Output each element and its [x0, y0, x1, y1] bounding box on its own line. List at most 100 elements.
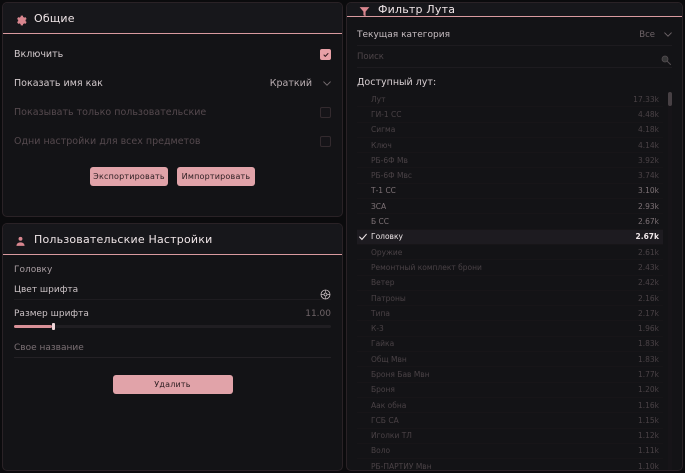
loot-list-item[interactable]: Типа 2.17k [357, 306, 663, 322]
same-settings-label: Одни настройки для всех предметов [14, 136, 201, 147]
only-custom-row[interactable]: Показывать только пользовательские [14, 102, 331, 123]
loot-list-item[interactable]: Лут 17.33k [357, 92, 663, 108]
loot-list-item[interactable]: Оружие 2.61k [357, 245, 663, 261]
loot-list-item[interactable]: ЗСА 2.93k [357, 199, 663, 215]
loot-list-item[interactable]: Ветер 2.42k [357, 276, 663, 291]
font-color-row[interactable]: Цвет шрифта [14, 281, 331, 300]
delete-button[interactable]: Удалить [112, 375, 233, 394]
loot-list-scrollbar[interactable] [668, 92, 672, 470]
same-settings-row[interactable]: Одни настройки для всех предметов [14, 131, 331, 152]
loot-item-value: 2.16k [637, 293, 659, 303]
custom-name-input[interactable]: Свое название [14, 339, 331, 358]
loot-filter-panel-header: Фильтр Лута [347, 3, 682, 17]
show-name-value: Краткий [269, 78, 312, 89]
loot-list-item[interactable]: ГИ-1 СС 4.48k [357, 107, 663, 123]
loot-item-value: 1.83k [637, 354, 659, 364]
loot-list-item[interactable]: ГСБ СА 1.15k [357, 413, 663, 429]
loot-item-name-wrap: Лут [359, 95, 633, 104]
loot-item-name-wrap: Ветер [359, 278, 638, 287]
loot-filter-panel-body: Текущая категория Все Поиск Доступный лу… [347, 17, 682, 471]
import-button[interactable]: Импортировать [177, 167, 255, 186]
loot-item-name-wrap: ЗСА [359, 202, 638, 211]
show-name-row[interactable]: Показать имя как Краткий [14, 73, 331, 94]
loot-item-value: 2.61k [637, 247, 659, 257]
loot-item-value: 2.67k [637, 217, 659, 227]
enable-row[interactable]: Включить [14, 44, 331, 65]
loot-item-name: ГСБ СА [371, 415, 399, 425]
font-size-row: Размер шрифта 11.00 [14, 304, 331, 323]
loot-item-value: 1.77k [637, 369, 659, 379]
font-size-slider[interactable] [14, 323, 331, 330]
loot-list-item[interactable]: Воло 1.11k [357, 444, 663, 460]
loot-list-item[interactable]: Головку 2.67k [357, 229, 663, 245]
category-row[interactable]: Текущая категория Все [357, 24, 672, 46]
loot-list-item[interactable]: РБ-6Ф Мв 3.92k [357, 153, 663, 169]
loot-list-item[interactable]: Б СС 2.67k [357, 214, 663, 230]
only-custom-checkbox[interactable] [320, 107, 331, 118]
loot-item-value: 17.33k [633, 94, 659, 104]
loot-item-value: 4.14k [637, 140, 659, 150]
loot-item-name: Броня [371, 385, 395, 395]
loot-list-item[interactable]: Общ Мвн 1.83k [357, 352, 663, 368]
loot-item-name: Т-1 СС [371, 186, 396, 196]
chevron-down-icon [664, 32, 672, 37]
loot-list-item[interactable]: Т-1 СС 3.10k [357, 184, 663, 200]
loot-item-name-wrap: Общ Мвн [359, 355, 638, 364]
loot-item-value: 4.18k [637, 125, 659, 135]
font-size-slider-fill [14, 325, 53, 328]
show-name-select[interactable]: Краткий [270, 78, 331, 89]
loot-list-item[interactable]: Броня Бав Мвн 1.77k [357, 367, 663, 383]
loot-list-item[interactable]: Сигма 4.18k [357, 123, 663, 138]
loot-list-item[interactable]: Ремонтный комплект брони 2.43k [357, 260, 663, 276]
loot-item-name-wrap: РБ-6Ф Мв [359, 156, 638, 165]
search-icon[interactable] [660, 51, 672, 65]
loot-item-name-wrap: Ключ [359, 141, 638, 150]
category-select[interactable]: Все [639, 30, 672, 40]
loot-list-item[interactable]: Патроны 2.16k [357, 291, 663, 307]
loot-list-item[interactable]: Броня 1.20k [357, 383, 663, 398]
enable-label: Включить [14, 49, 64, 60]
loot-item-name-wrap: Броня Бав Мвн [359, 370, 638, 379]
user-settings-panel-title: Пользовательские Настройки [34, 232, 213, 246]
general-panel-body: Включить Показать имя как Краткий Показы… [3, 34, 342, 216]
category-label: Текущая категория [357, 29, 451, 40]
export-button[interactable]: Экспортировать [90, 167, 168, 186]
loot-list-item[interactable]: Аак обна 1.16k [357, 398, 663, 414]
loot-item-name-wrap: Типа [359, 309, 638, 318]
loot-item-name: Аак обна [371, 400, 407, 410]
loot-list-item[interactable]: К-3 1.96k [357, 321, 663, 337]
search-input[interactable]: Поиск [357, 51, 384, 62]
delete-button-row: Удалить [14, 375, 331, 394]
loot-item-name-wrap: РБ-6Ф Мвс [359, 171, 638, 180]
loot-item-name: Гайка [371, 339, 395, 349]
loot-filter-panel: Фильтр Лута Текущая категория Все Поиск [346, 2, 683, 471]
loot-item-value: 1.10k [637, 461, 659, 471]
font-size-slider-thumb[interactable] [52, 323, 56, 330]
loot-item-value: 1.11k [637, 446, 659, 456]
general-panel-header: Общие [3, 3, 342, 34]
loot-item-value: 2.17k [637, 308, 659, 318]
check-icon [359, 233, 367, 241]
loot-list-item[interactable]: Иголки ТЛ 1.12k [357, 429, 663, 444]
loot-item-value: 1.16k [637, 400, 659, 410]
loot-list-item[interactable]: РБ-ПАРТИУ Мвн 1.10k [357, 459, 663, 471]
loot-item-value: 1.12k [637, 431, 659, 441]
user-settings-panel: Пользовательские Настройки Головку Цвет … [2, 223, 343, 471]
loot-list-item[interactable]: РБ-6Ф Мвс 3.74k [357, 168, 663, 184]
chevron-down-icon [323, 81, 331, 86]
color-wheel-icon[interactable] [320, 285, 331, 299]
loot-list-item[interactable]: Гайка 1.83k [357, 337, 663, 353]
loot-item-name: Патроны [371, 293, 406, 303]
user-settings-panel-body: Головку Цвет шрифта Размер шрифта 11.00 [3, 255, 342, 470]
loot-item-value: 1.15k [637, 415, 659, 425]
same-settings-checkbox[interactable] [320, 136, 331, 147]
loot-item-name-wrap: Патроны [359, 294, 638, 303]
loot-item-name: Общ Мвн [371, 354, 407, 364]
loot-item-value: 2.43k [637, 262, 659, 272]
loot-list-scroll-thumb[interactable] [668, 92, 672, 106]
search-row[interactable]: Поиск [357, 46, 672, 68]
loot-list[interactable]: Лут 17.33k ГИ-1 СС 4.48k Сигма 4.18k Ключ 4.14k… [357, 92, 672, 471]
loot-list-item[interactable]: Ключ 4.14k [357, 138, 663, 154]
enable-checkbox[interactable] [320, 49, 331, 60]
loot-item-name: Б СС [371, 217, 390, 227]
